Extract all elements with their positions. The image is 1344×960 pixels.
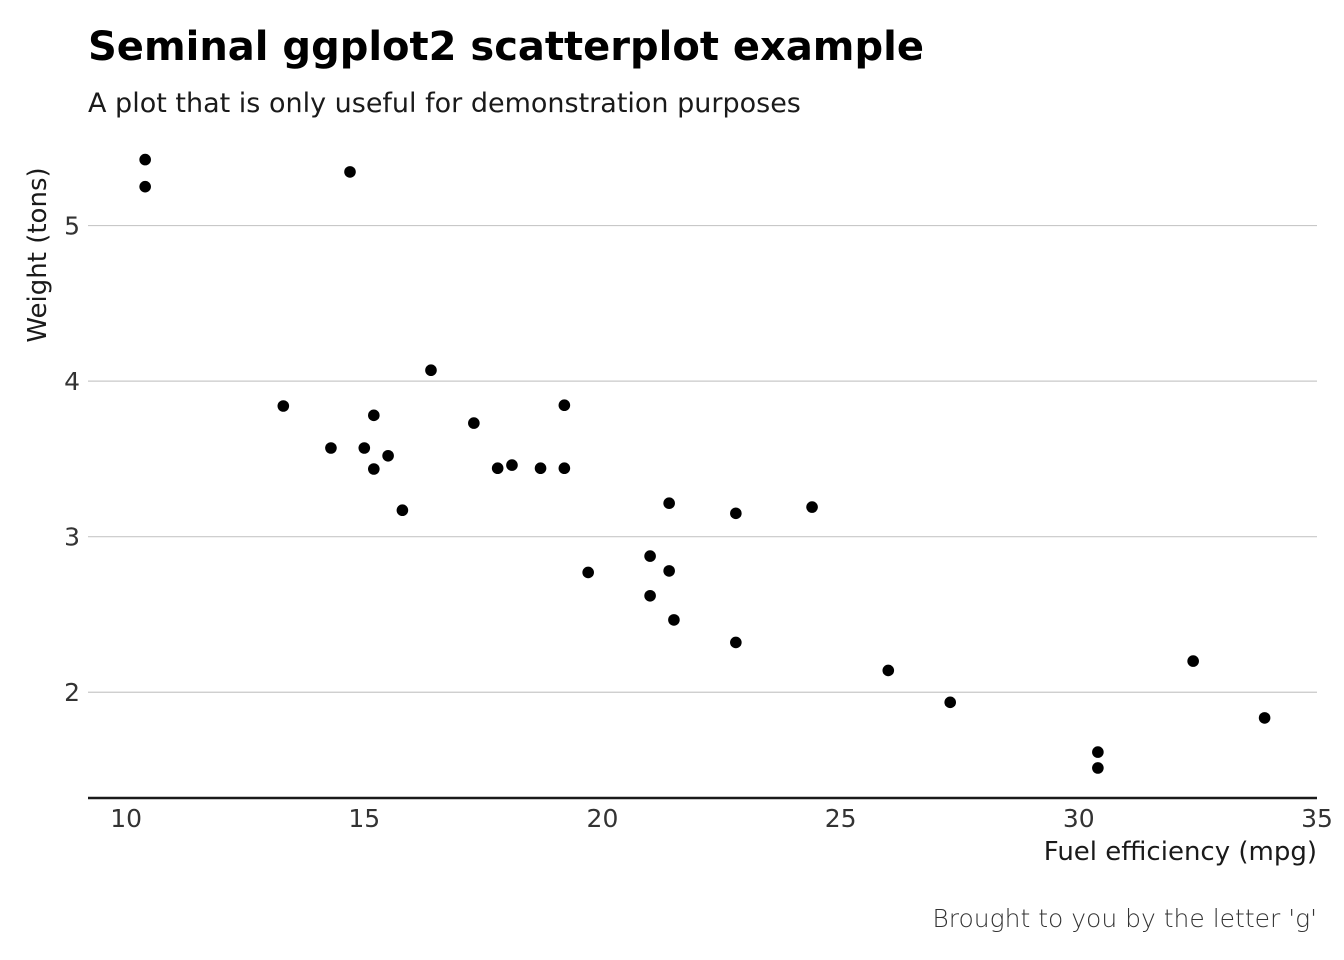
data-points (139, 153, 1271, 774)
data-point (944, 696, 957, 709)
data-point (358, 442, 371, 454)
data-point (368, 409, 380, 422)
chart-title: Seminal ggplot2 scatterplot example (88, 24, 924, 70)
x-tick-label: 15 (348, 804, 380, 833)
data-point (644, 589, 656, 602)
data-point (644, 550, 656, 562)
y-tick-label: 2 (64, 678, 80, 707)
y-tick-label: 3 (64, 523, 80, 552)
data-point (663, 497, 675, 510)
data-point (425, 364, 437, 377)
x-axis-title: Fuel efficiency (mpg) (1044, 837, 1317, 867)
data-point (558, 462, 571, 475)
chart-subtitle: A plot that is only useful for demonstra… (88, 88, 801, 119)
data-point (382, 449, 394, 462)
data-point (534, 462, 547, 475)
data-point (1092, 746, 1104, 758)
data-point (506, 459, 518, 471)
chart-caption: Brought to you by the letter 'g' (932, 904, 1317, 933)
y-axis-ticks: 2 3 4 5 (64, 212, 80, 708)
data-point (582, 566, 594, 579)
y-axis-title: Weight (tons) (23, 167, 53, 342)
data-point (325, 442, 337, 454)
data-point (558, 399, 571, 412)
data-point (1092, 762, 1104, 774)
data-point (139, 153, 151, 166)
data-point (344, 166, 356, 178)
gridlines (88, 224, 1317, 693)
data-point (663, 565, 675, 577)
data-point (368, 463, 380, 475)
data-point (491, 462, 504, 475)
y-tick-label: 5 (64, 212, 80, 241)
data-point (668, 614, 680, 626)
data-point (730, 636, 742, 649)
data-point (806, 501, 818, 513)
data-point (139, 180, 151, 193)
data-point (396, 504, 409, 517)
data-point (882, 664, 895, 677)
x-axis-ticks: 10 15 20 25 30 35 (110, 804, 1333, 833)
x-tick-label: 20 (587, 804, 619, 833)
x-tick-label: 10 (110, 804, 142, 833)
data-point (730, 507, 742, 520)
data-point (277, 400, 290, 412)
data-point (1187, 655, 1199, 667)
y-tick-label: 4 (64, 367, 80, 396)
x-tick-label: 25 (825, 804, 857, 833)
x-tick-label: 35 (1301, 804, 1333, 833)
data-point (1258, 712, 1271, 724)
data-point (468, 417, 480, 429)
x-tick-label: 30 (1063, 804, 1095, 833)
